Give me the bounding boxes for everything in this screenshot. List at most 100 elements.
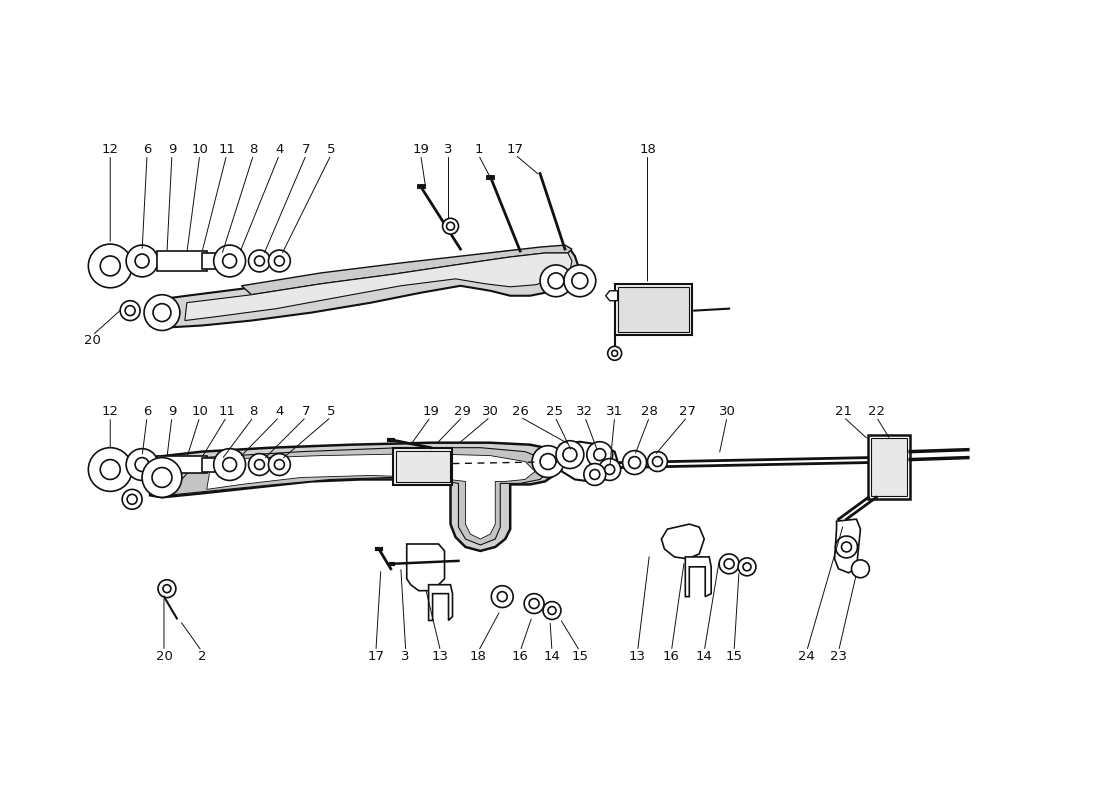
Text: 12: 12 [101,143,119,156]
Text: 30: 30 [482,406,498,418]
Circle shape [158,580,176,598]
Text: 10: 10 [191,143,208,156]
Text: 10: 10 [191,406,208,418]
Circle shape [128,494,138,504]
Polygon shape [396,450,450,482]
Text: 26: 26 [512,406,529,418]
Polygon shape [157,251,207,271]
Text: 27: 27 [679,406,696,418]
Circle shape [254,256,264,266]
Text: 24: 24 [799,650,815,662]
Circle shape [724,559,734,569]
Polygon shape [407,544,444,590]
Text: 3: 3 [402,650,410,662]
Circle shape [564,265,596,297]
Circle shape [548,273,564,289]
Circle shape [135,254,149,268]
Text: 18: 18 [470,650,487,662]
Circle shape [222,458,236,471]
Circle shape [100,459,120,479]
Polygon shape [615,284,692,335]
Circle shape [584,463,606,486]
Polygon shape [157,456,207,474]
Circle shape [213,245,245,277]
Circle shape [135,458,149,471]
Circle shape [648,452,668,471]
Circle shape [563,448,576,462]
Text: 5: 5 [327,143,336,156]
Circle shape [719,554,739,574]
Text: 9: 9 [167,143,176,156]
Circle shape [144,294,180,330]
Polygon shape [868,434,910,499]
Circle shape [88,448,132,491]
Text: 21: 21 [835,406,852,418]
Text: 12: 12 [101,406,119,418]
Circle shape [274,459,284,470]
Text: 14: 14 [696,650,713,662]
Text: 19: 19 [412,143,429,156]
Circle shape [497,592,507,602]
Text: 7: 7 [302,143,310,156]
Circle shape [652,457,662,466]
Circle shape [153,304,170,322]
Text: 15: 15 [726,650,742,662]
Circle shape [548,606,556,614]
Circle shape [598,458,620,481]
Circle shape [607,346,621,360]
Polygon shape [207,454,535,539]
Polygon shape [429,585,452,621]
Circle shape [529,598,539,609]
Circle shape [532,446,564,478]
Circle shape [249,250,271,272]
Text: 32: 32 [576,406,593,418]
Circle shape [628,457,640,469]
Polygon shape [150,442,558,551]
Text: 2: 2 [198,650,206,662]
Text: 11: 11 [218,143,235,156]
Text: 14: 14 [543,650,560,662]
Circle shape [572,273,587,289]
Circle shape [274,256,284,266]
Polygon shape [201,458,220,473]
Circle shape [254,459,264,470]
Text: 9: 9 [167,406,176,418]
Circle shape [590,470,600,479]
Text: 4: 4 [275,143,284,156]
Polygon shape [835,519,860,573]
Text: 28: 28 [641,406,658,418]
Circle shape [125,306,135,315]
Text: 13: 13 [629,650,646,662]
Text: 20: 20 [84,334,101,347]
Text: 6: 6 [143,406,151,418]
Circle shape [738,558,756,576]
Circle shape [605,465,615,474]
Circle shape [492,586,514,607]
Text: 23: 23 [830,650,847,662]
Text: 6: 6 [143,143,151,156]
Text: 29: 29 [454,406,471,418]
Circle shape [612,350,618,356]
Text: 20: 20 [155,650,173,662]
Circle shape [594,449,606,461]
Circle shape [556,441,584,469]
Circle shape [442,218,459,234]
Polygon shape [606,290,618,301]
Text: 17: 17 [507,143,524,156]
Circle shape [851,560,869,578]
Text: 16: 16 [512,650,529,662]
Text: 7: 7 [302,406,310,418]
Circle shape [152,467,172,487]
Circle shape [100,256,120,276]
Circle shape [249,454,271,475]
Text: 1: 1 [474,143,483,156]
Polygon shape [661,524,704,559]
Polygon shape [150,249,580,327]
Circle shape [543,602,561,619]
Text: 13: 13 [432,650,449,662]
Text: 31: 31 [606,406,624,418]
Text: 15: 15 [571,650,588,662]
Circle shape [447,222,454,230]
Circle shape [163,585,170,593]
Circle shape [540,454,556,470]
